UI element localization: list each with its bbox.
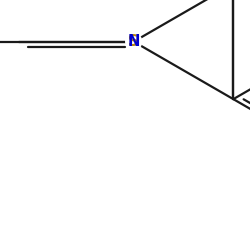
Circle shape [126,34,142,50]
Circle shape [127,34,141,48]
Text: S: S [128,34,139,49]
Text: N: N [128,34,140,49]
